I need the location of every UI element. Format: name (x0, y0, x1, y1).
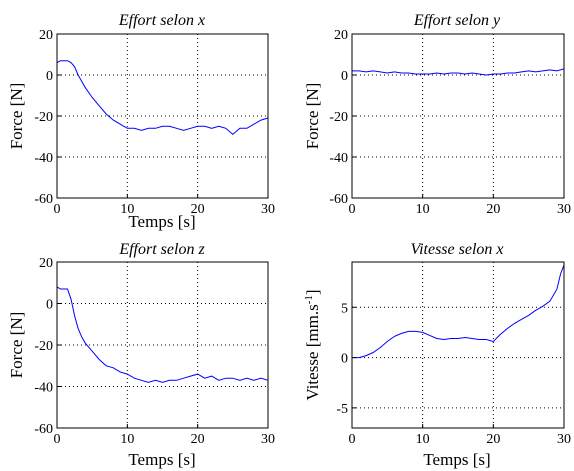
panel-title: Effort selon z (118, 241, 205, 258)
x-tick-label: 10 (416, 202, 430, 217)
panel-effort-y: Effort selon y 0 10 20 30 -60 -40 -20 0 20 Force… (303, 12, 571, 217)
panel-title: Effort selon x (118, 12, 205, 29)
y-axis-label: Force [N] (303, 83, 322, 150)
y-axis-label: Vitesse [mm.s-1] (303, 289, 322, 400)
x-tick-label: 30 (557, 432, 571, 447)
y-tick-label: -20 (34, 110, 53, 125)
plot-frame (351, 261, 565, 429)
x-tick-label: 20 (486, 432, 500, 447)
x-tick-label: 0 (54, 432, 61, 447)
y-tick-label: -20 (34, 339, 53, 354)
y-tick-label: -60 (329, 192, 348, 207)
series-line (56, 286, 269, 383)
y-tick-label: -5 (336, 402, 348, 417)
y-tick-label: -60 (34, 192, 53, 207)
panel-vitesse-x: Vitesse selon x 0 10 20 30-505 Vitesse [mm.… (303, 241, 571, 469)
panel-title: Effort selon y (413, 12, 501, 29)
series-line (352, 68, 565, 76)
x-tick-label: 10 (120, 432, 134, 447)
x-axis-label: Temps [s] (423, 450, 490, 469)
panel-effort-x: Effort selon x 0 10 20 30 -60 -40 -20 0 20 Force… (7, 12, 275, 231)
y-axis-label: Force [N] (7, 83, 26, 150)
x-axis-label: Temps [s] (128, 450, 195, 469)
y-tick-label: 0 (341, 69, 348, 84)
x-tick-label: 20 (486, 202, 500, 217)
y-tick-label: -40 (329, 151, 348, 166)
y-tick-label: -40 (34, 151, 53, 166)
y-tick-label: -20 (329, 110, 348, 125)
x-tick-label: 20 (191, 202, 205, 217)
x-tick-label: 30 (557, 202, 571, 217)
panel-title: Vitesse selon x (410, 241, 503, 258)
x-axis-label: Temps [s] (128, 212, 195, 231)
plot-frame (56, 33, 269, 199)
panel-effort-z: Effort selon z 0 10 20 30 -60 -40 -20 0 20 Force… (7, 241, 275, 469)
x-tick-label: 30 (261, 202, 275, 217)
y-tick-label: -40 (34, 381, 53, 396)
y-tick-label: -60 (34, 422, 53, 437)
y-tick-label: 20 (39, 28, 53, 43)
x-tick-label: 10 (416, 432, 430, 447)
series-line (352, 264, 565, 359)
y-tick-label: 0 (341, 352, 348, 367)
y-tick-label: 20 (334, 28, 348, 43)
y-tick-label: 0 (46, 298, 53, 313)
x-tick-label: 0 (349, 432, 356, 447)
y-axis-label: Force [N] (7, 312, 26, 379)
y-tick-label: 20 (39, 256, 53, 271)
x-tick-label: 20 (191, 432, 205, 447)
x-tick-label: 30 (261, 432, 275, 447)
plot-frame (56, 261, 269, 429)
x-tick-label: 0 (54, 202, 61, 217)
series-line (56, 60, 269, 136)
y-tick-label: 5 (341, 301, 348, 316)
y-tick-label: 0 (46, 69, 53, 84)
x-tick-label: 10 (120, 202, 134, 217)
x-tick-label: 0 (349, 202, 356, 217)
